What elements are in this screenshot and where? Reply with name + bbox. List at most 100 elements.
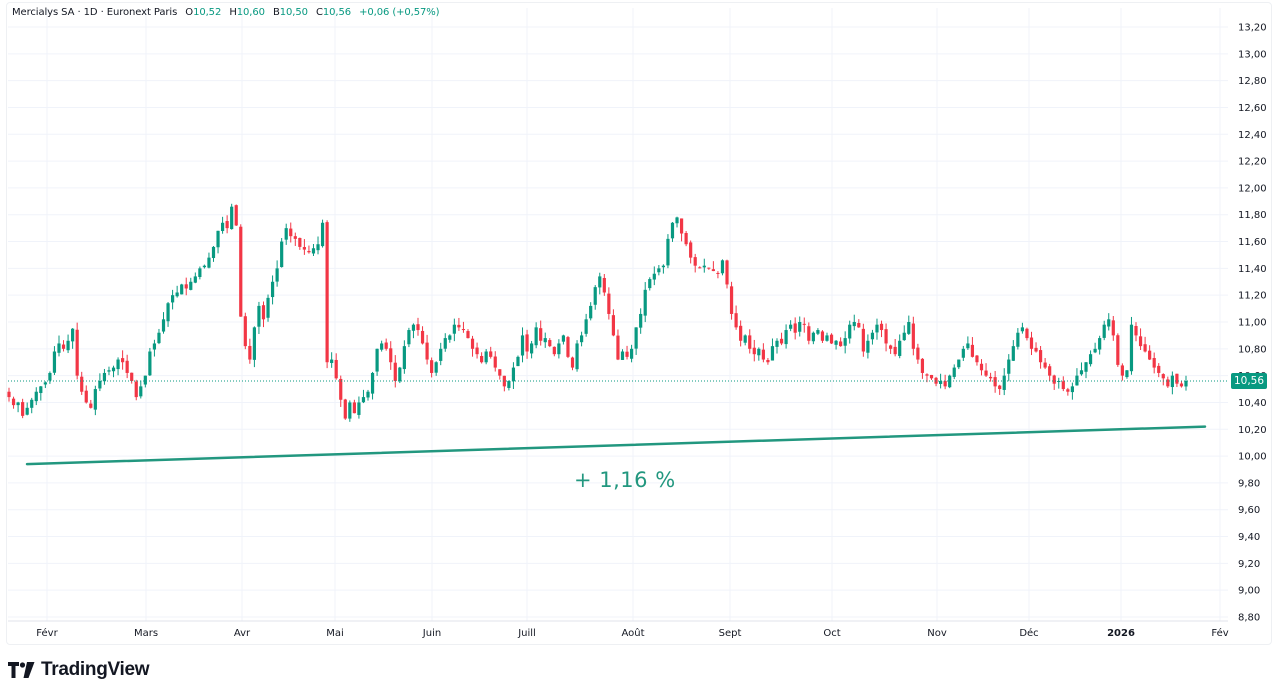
candle-up [1084, 362, 1088, 372]
candle-down [1061, 381, 1065, 390]
candle-down [679, 218, 684, 234]
candle-down [457, 324, 461, 328]
price-tick-label: 8,80 [1238, 613, 1260, 624]
candle-down [925, 374, 929, 376]
candle-down [748, 335, 752, 349]
open-value: 10,52 [193, 7, 222, 18]
candle-up [198, 268, 202, 277]
candle-up [811, 332, 815, 342]
candle-down [416, 324, 420, 331]
candle-down [420, 330, 425, 344]
tradingview-logo-icon [8, 662, 35, 678]
price-tick-label: 12,40 [1238, 130, 1267, 141]
time-tick-label: Nov [927, 628, 947, 639]
candle-down [684, 233, 688, 245]
candle-down [389, 348, 393, 363]
candle-down [984, 370, 988, 376]
candle-up [275, 268, 279, 282]
candle-down [725, 260, 729, 285]
candle-up [357, 402, 361, 415]
symbol-legend: Mercialys SA · 1D · Euronext Paris O10,5… [12, 7, 440, 18]
candle-up [320, 222, 325, 247]
candle-up [211, 246, 216, 259]
price-tick-label: 9,20 [1238, 559, 1260, 570]
symbol-name[interactable]: Mercialys SA [12, 7, 75, 18]
candle-up [380, 343, 384, 350]
candle-up [866, 340, 870, 353]
candle-up [1125, 370, 1129, 378]
candle-up [507, 381, 511, 388]
candle-down [1148, 350, 1152, 360]
candle-down [566, 337, 570, 357]
price-tick-label: 12,00 [1238, 183, 1267, 194]
candle-down [602, 277, 606, 293]
price-tick-label: 10,80 [1238, 344, 1267, 355]
candle-up [143, 375, 147, 385]
candle-up [825, 335, 829, 341]
candle-up [202, 265, 207, 268]
candle-down [729, 286, 734, 314]
candle-down [498, 369, 502, 376]
candle-down [616, 335, 620, 360]
candle-down [552, 346, 556, 355]
legend-separator: · [77, 7, 81, 18]
candle-up [148, 351, 152, 376]
time-axis[interactable]: Févr Mars Avr Mai Juin Juill Août Sept Oct Nov Déc… [36, 627, 1228, 639]
candle-down [125, 360, 129, 373]
candle-down [334, 359, 338, 379]
candle-up [230, 206, 234, 230]
candle-up [561, 335, 566, 342]
candle-up [534, 327, 538, 346]
price-axis[interactable]: 13,20 13,00 12,80 12,60 12,40 12,20 12,00 11,80… [1238, 23, 1267, 624]
candle-up [898, 340, 902, 356]
candle-up [170, 295, 175, 303]
candle-up [584, 319, 588, 334]
candle-down [493, 356, 497, 368]
candle-up [116, 359, 120, 370]
candle-up [25, 407, 29, 415]
candle-up [175, 292, 179, 297]
candle-up [598, 276, 602, 288]
candle-up [1070, 386, 1074, 393]
candle-up [789, 324, 793, 329]
candle-up [257, 305, 261, 327]
candle-down [1048, 366, 1052, 376]
candle-up [775, 340, 779, 347]
candle-down [21, 402, 25, 416]
candle-down [911, 323, 915, 349]
candle-down [893, 346, 897, 355]
price-tick-label: 13,00 [1238, 49, 1267, 60]
price-tick-label: 11,40 [1238, 264, 1267, 275]
candle-up [1098, 338, 1102, 350]
candle-up [71, 328, 75, 342]
low-value: 10,50 [279, 7, 308, 18]
interval[interactable]: 1D [83, 7, 98, 18]
candle-down [248, 345, 252, 360]
candle-down [761, 349, 765, 360]
candle-up [366, 391, 370, 398]
candle-up [311, 248, 316, 254]
trendline[interactable] [25, 425, 1207, 466]
tradingview-logo[interactable]: TradingView [8, 659, 150, 681]
candle-up [411, 324, 416, 331]
candle-up [452, 324, 456, 334]
candle-down [80, 376, 84, 392]
last-price-tag: 10,56 [1231, 373, 1267, 389]
candle-up [743, 335, 747, 343]
candle-up [252, 327, 256, 360]
candle-down [298, 237, 302, 247]
candle-down [289, 228, 293, 237]
candle-down [1111, 320, 1115, 336]
candle-up [593, 287, 597, 305]
candle-down [1116, 335, 1120, 365]
candle-down [466, 331, 470, 339]
candle-down [1038, 350, 1043, 363]
candle-up [530, 343, 534, 354]
candle-down [243, 316, 247, 347]
candle-up [948, 375, 952, 388]
candle-up [1184, 381, 1188, 387]
candle-up [1093, 348, 1097, 353]
candle-down [711, 269, 715, 272]
candle-up [643, 289, 647, 316]
